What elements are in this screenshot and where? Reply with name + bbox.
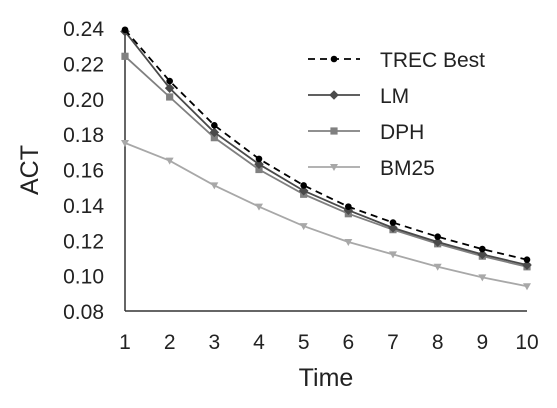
data-point bbox=[389, 251, 397, 259]
data-point bbox=[255, 155, 263, 163]
series-bm25 bbox=[121, 139, 531, 291]
legend-label: TREC Best bbox=[380, 49, 485, 72]
data-point bbox=[432, 237, 443, 247]
data-point bbox=[209, 127, 220, 138]
data-point bbox=[523, 283, 531, 291]
series-dph bbox=[121, 52, 531, 271]
data-point bbox=[388, 223, 398, 233]
legend-label: LM bbox=[380, 85, 409, 108]
y-tick-label: 0.20 bbox=[63, 89, 104, 112]
y-tick-labels: 0.08 0.10 0.12 0.14 0.16 0.18 0.20 0.22 0.24 bbox=[63, 18, 104, 324]
series-line bbox=[124, 55, 528, 268]
data-point bbox=[211, 121, 218, 129]
data-point bbox=[477, 249, 488, 260]
data-point bbox=[522, 260, 532, 270]
x-tick-label: 9 bbox=[476, 331, 488, 354]
data-point bbox=[433, 263, 442, 271]
y-tick-label: 0.08 bbox=[63, 301, 104, 324]
data-point bbox=[300, 182, 307, 189]
data-point bbox=[255, 203, 263, 211]
x-tick-label: 1 bbox=[119, 331, 131, 354]
y-tick-label: 0.14 bbox=[63, 195, 104, 218]
x-tick-label: 3 bbox=[208, 331, 220, 354]
y-tick-label: 0.10 bbox=[63, 266, 104, 289]
legend-entry: TREC Best bbox=[308, 49, 485, 72]
x-tick-label: 5 bbox=[298, 331, 310, 354]
series-trec-best bbox=[121, 26, 531, 264]
data-point bbox=[121, 139, 129, 147]
data-point bbox=[298, 185, 309, 196]
data-point bbox=[299, 223, 308, 231]
x-tick-label: 8 bbox=[432, 331, 444, 354]
y-tick-label: 0.16 bbox=[63, 160, 104, 183]
series-line bbox=[124, 142, 528, 288]
data-point bbox=[523, 256, 531, 264]
data-point bbox=[344, 239, 353, 247]
data-point bbox=[345, 203, 352, 210]
legend-marker bbox=[330, 164, 338, 171]
data-point bbox=[479, 245, 486, 253]
series-layer bbox=[120, 26, 532, 291]
x-tick-label: 2 bbox=[164, 331, 176, 354]
y-tick-label: 0.12 bbox=[63, 230, 104, 253]
data-point bbox=[165, 157, 174, 165]
data-point bbox=[121, 52, 129, 60]
series-line bbox=[124, 29, 528, 261]
data-point bbox=[166, 93, 174, 101]
series-line bbox=[124, 30, 528, 266]
legend-label: BM25 bbox=[380, 157, 435, 180]
x-tick-label: 6 bbox=[342, 331, 354, 354]
legend-entry: BM25 bbox=[308, 157, 435, 180]
y-tick-label: 0.18 bbox=[63, 124, 104, 147]
axes bbox=[124, 28, 527, 312]
data-point bbox=[478, 274, 487, 282]
data-point bbox=[164, 83, 175, 93]
y-tick-label: 0.24 bbox=[63, 18, 104, 41]
x-tick-label: 7 bbox=[387, 331, 399, 354]
legend-entry: LM bbox=[308, 85, 409, 108]
data-point bbox=[166, 77, 173, 85]
legend-marker bbox=[330, 127, 338, 135]
data-point bbox=[121, 26, 129, 34]
y-tick-label: 0.22 bbox=[63, 53, 104, 76]
legend-label: DPH bbox=[380, 121, 424, 144]
x-axis-label: Time bbox=[299, 364, 354, 392]
series-lm bbox=[120, 26, 532, 270]
legend-marker bbox=[330, 55, 338, 63]
y-axis-label: ACT bbox=[16, 145, 44, 195]
data-point bbox=[254, 159, 264, 169]
data-point bbox=[210, 182, 219, 190]
x-tick-label: 4 bbox=[253, 331, 265, 354]
data-point bbox=[210, 134, 218, 142]
x-tick-label: 10 bbox=[515, 331, 538, 354]
legend: TREC Best LM DPH BM25 bbox=[308, 49, 485, 180]
legend-marker bbox=[329, 90, 339, 100]
data-point bbox=[255, 165, 263, 174]
data-point bbox=[389, 219, 397, 226]
legend-entry: DPH bbox=[308, 121, 424, 144]
data-point bbox=[434, 233, 441, 241]
x-tick-labels: 1 2 3 4 5 6 7 8 9 10 bbox=[119, 331, 539, 354]
